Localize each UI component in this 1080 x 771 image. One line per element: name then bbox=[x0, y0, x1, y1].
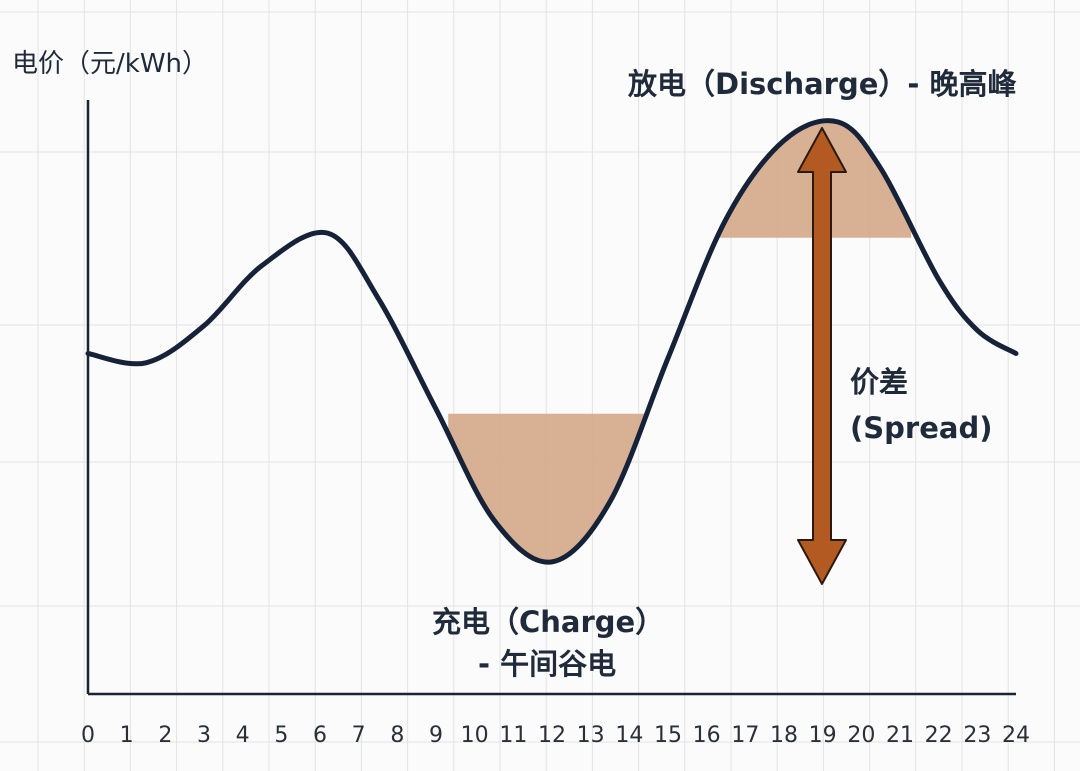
x-tick-label: 15 bbox=[654, 723, 682, 748]
x-tick-label: 9 bbox=[429, 723, 443, 748]
x-tick-label: 13 bbox=[577, 723, 605, 748]
charge-label-line2: - 午间谷电 bbox=[478, 647, 616, 681]
x-tick-label: 5 bbox=[274, 723, 288, 748]
spread-arrow bbox=[797, 127, 847, 585]
x-tick-label: 4 bbox=[236, 723, 250, 748]
x-tick-label: 2 bbox=[158, 723, 172, 748]
x-tick-label: 10 bbox=[461, 723, 489, 748]
charge-label-line1: 充电（Charge） bbox=[432, 605, 664, 639]
x-tick-label: 22 bbox=[925, 723, 953, 748]
x-tick-label: 0 bbox=[81, 723, 95, 748]
x-tick-label: 24 bbox=[1002, 723, 1030, 748]
x-tick-label: 21 bbox=[886, 723, 914, 748]
x-tick-label: 16 bbox=[693, 723, 721, 748]
x-tick-label: 19 bbox=[809, 723, 837, 748]
shaded-regions bbox=[448, 120, 912, 563]
x-tick-label: 12 bbox=[538, 723, 566, 748]
x-tick-label: 23 bbox=[963, 723, 991, 748]
x-tick-label: 7 bbox=[352, 723, 366, 748]
x-tick-label: 1 bbox=[120, 723, 134, 748]
x-tick-label: 14 bbox=[615, 723, 643, 748]
discharge-label: 放电（Discharge）- 晚高峰 bbox=[627, 67, 1017, 101]
x-tick-label: 6 bbox=[313, 723, 327, 748]
price-curve-line bbox=[85, 118, 1019, 565]
x-tick-label: 18 bbox=[770, 723, 798, 748]
y-axis-label: 电价（元/kWh） bbox=[12, 49, 208, 79]
spread-double-arrow bbox=[797, 127, 847, 585]
x-tick-label: 17 bbox=[731, 723, 759, 748]
x-tick-label: 8 bbox=[390, 723, 404, 748]
spread-label-line2: (Spread) bbox=[850, 411, 992, 445]
x-tick-label: 20 bbox=[847, 723, 875, 748]
x-tick-label: 3 bbox=[197, 723, 211, 748]
spread-label-line1: 价差 bbox=[850, 365, 908, 399]
x-tick-labels: 0 1 2 3 4 5 6 7 8 9 10 11 12 13 14 15 16 17 18 19 20 21 22 23 24 bbox=[81, 723, 1030, 748]
x-tick-label: 11 bbox=[499, 723, 527, 748]
